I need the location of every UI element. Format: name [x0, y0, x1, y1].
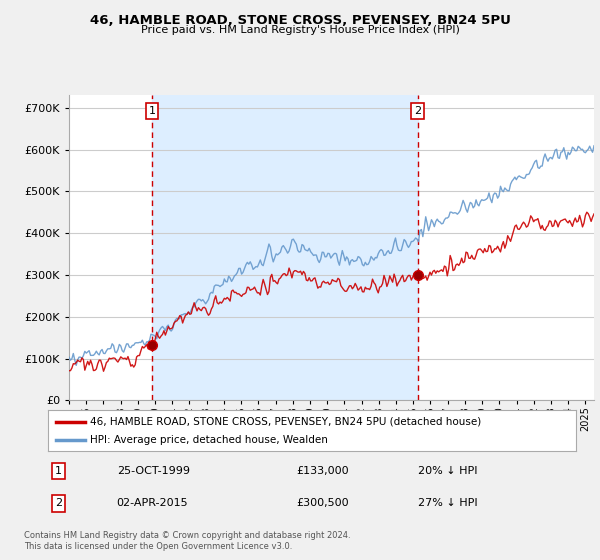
Bar — [586, 95, 594, 400]
Text: 20% ↓ HPI: 20% ↓ HPI — [418, 466, 477, 476]
Text: HPI: Average price, detached house, Wealden: HPI: Average price, detached house, Weal… — [90, 435, 328, 445]
Text: 25-OCT-1999: 25-OCT-1999 — [116, 466, 190, 476]
Text: 27% ↓ HPI: 27% ↓ HPI — [418, 498, 477, 508]
Text: £133,000: £133,000 — [296, 466, 349, 476]
Text: 02-APR-2015: 02-APR-2015 — [116, 498, 188, 508]
Text: 2: 2 — [414, 106, 421, 116]
Text: 46, HAMBLE ROAD, STONE CROSS, PEVENSEY, BN24 5PU: 46, HAMBLE ROAD, STONE CROSS, PEVENSEY, … — [89, 14, 511, 27]
Text: 46, HAMBLE ROAD, STONE CROSS, PEVENSEY, BN24 5PU (detached house): 46, HAMBLE ROAD, STONE CROSS, PEVENSEY, … — [90, 417, 481, 427]
Text: £300,500: £300,500 — [296, 498, 349, 508]
Text: Price paid vs. HM Land Registry's House Price Index (HPI): Price paid vs. HM Land Registry's House … — [140, 25, 460, 35]
Bar — [152, 95, 418, 400]
Text: 2: 2 — [55, 498, 62, 508]
Text: 1: 1 — [55, 466, 62, 476]
Text: 1: 1 — [148, 106, 155, 116]
Text: Contains HM Land Registry data © Crown copyright and database right 2024.: Contains HM Land Registry data © Crown c… — [24, 531, 350, 540]
Text: This data is licensed under the Open Government Licence v3.0.: This data is licensed under the Open Gov… — [24, 542, 292, 551]
